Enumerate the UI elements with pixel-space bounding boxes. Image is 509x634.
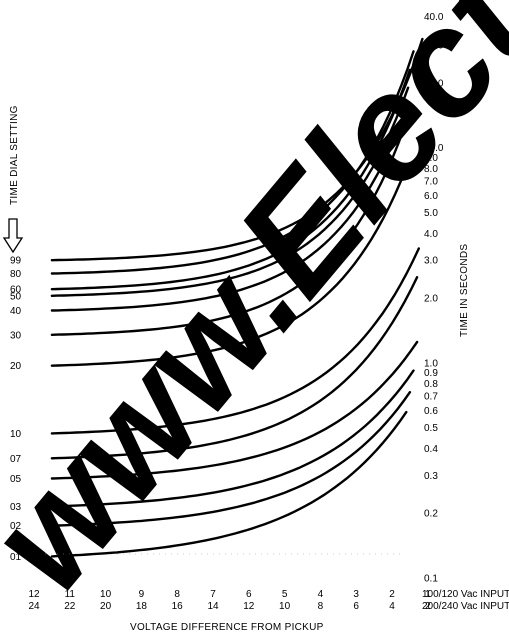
x-tick-label: 5 bbox=[282, 589, 288, 600]
y-tick-label: 1.0 bbox=[424, 358, 438, 369]
dial-curve-20 bbox=[50, 179, 403, 367]
dial-label-07: 07 bbox=[10, 454, 22, 465]
dial-curve-02 bbox=[50, 391, 412, 527]
dial-label-03: 03 bbox=[10, 502, 22, 513]
y-axis-title: TIME IN SECONDS bbox=[459, 244, 470, 337]
y-tick-label: 10.0 bbox=[424, 143, 444, 154]
dial-curve-50 bbox=[50, 86, 410, 297]
x-tick-label: 12 bbox=[243, 601, 255, 612]
x-axis-title: VOLTAGE DIFFERENCE FROM PICKUP bbox=[130, 622, 324, 633]
dial-setting-label-group: TIME DIAL SETTING bbox=[2, 105, 24, 254]
x-tick-label: 4 bbox=[318, 589, 324, 600]
x-tick-label: 8 bbox=[318, 601, 324, 612]
x-tick-label: 4 bbox=[389, 601, 395, 612]
x-tick-label: 2 bbox=[425, 601, 431, 612]
y-tick-label: 0.9 bbox=[424, 368, 438, 379]
y-tick-label: 0.4 bbox=[424, 444, 438, 455]
dial-curve-80 bbox=[50, 50, 415, 275]
dial-curve-05 bbox=[50, 340, 419, 480]
y-tick-label: 7.0 bbox=[424, 177, 438, 188]
x-tick-label: 20 bbox=[100, 601, 112, 612]
x-tick-label: 10 bbox=[279, 601, 291, 612]
dial-curve-30 bbox=[50, 125, 406, 336]
dial-label-60: 60 bbox=[10, 285, 22, 296]
x-tick-label: 16 bbox=[172, 601, 184, 612]
dial-label-40: 40 bbox=[10, 306, 22, 317]
x-tick-label: 2 bbox=[389, 589, 395, 600]
x-tick-label: 18 bbox=[136, 601, 148, 612]
y-tick-label: 0.2 bbox=[424, 509, 438, 520]
down-arrow-icon bbox=[2, 218, 24, 254]
dial-curve-10 bbox=[50, 247, 420, 435]
y-tick-label: 4.0 bbox=[424, 229, 438, 240]
dial-label-02: 02 bbox=[10, 521, 22, 532]
x-tick-label: 12 bbox=[28, 589, 40, 600]
y-tick-label: 0.1 bbox=[424, 574, 438, 585]
x-row-label: 200/240 Vac INPUT bbox=[422, 601, 509, 612]
x-tick-label: 11 bbox=[65, 589, 76, 600]
y-tick-label: 0.3 bbox=[424, 471, 438, 482]
dial-label-30: 30 bbox=[10, 330, 22, 341]
x-tick-label: 14 bbox=[207, 601, 219, 612]
y-tick-label: 0.5 bbox=[424, 423, 438, 434]
dial-label-10: 10 bbox=[10, 429, 22, 440]
x-tick-label: 9 bbox=[139, 589, 145, 600]
curves bbox=[50, 37, 424, 558]
dial-label-99: 99 bbox=[10, 256, 22, 267]
dial-curve-01 bbox=[50, 410, 408, 558]
y-tick-label: 3.0 bbox=[424, 256, 438, 267]
dial-label-50: 50 bbox=[10, 291, 22, 302]
dial-label-80: 80 bbox=[10, 269, 22, 280]
x-tick-label: 8 bbox=[174, 589, 180, 600]
dial-label-05: 05 bbox=[10, 474, 22, 485]
y-tick-label: 0.6 bbox=[424, 406, 438, 417]
x-tick-label: 3 bbox=[353, 589, 359, 600]
y-tick-label: 2.0 bbox=[424, 294, 438, 305]
y-tick-label: 20.0 bbox=[424, 78, 444, 89]
x-tick-label: 6 bbox=[353, 601, 359, 612]
y-tick-label: 30.0 bbox=[424, 41, 444, 52]
dial-label-01: 01 bbox=[10, 552, 22, 563]
y-tick-labels: 40.0 30.0 20.0 10.09.08.0 7.0 6.0 5.0 4.0 3.0 2.0… bbox=[424, 12, 444, 585]
x-tick-label: 24 bbox=[28, 601, 40, 612]
x-tick-label: 7 bbox=[210, 589, 216, 600]
dial-label-20: 20 bbox=[10, 361, 22, 372]
y-tick-label: 0.8 bbox=[424, 379, 438, 390]
y-tick-label: 6.0 bbox=[424, 191, 438, 202]
x-tick-label: 1 bbox=[425, 589, 431, 600]
y-tick-label: 40.0 bbox=[424, 12, 444, 23]
dial-curve-03 bbox=[50, 369, 415, 508]
y-tick-label: 5.0 bbox=[424, 208, 438, 219]
x-tick-label: 10 bbox=[100, 589, 112, 600]
y-tick-label: 8.0 bbox=[424, 164, 438, 175]
dial-curve-07 bbox=[50, 276, 419, 460]
dial-curve-60 bbox=[50, 68, 412, 291]
dial-setting-label: TIME DIAL SETTING bbox=[9, 105, 20, 205]
dial-curve-40 bbox=[50, 108, 408, 312]
x-tick-label: 22 bbox=[64, 601, 76, 612]
x-row-label: 100/120 Vac INPUT bbox=[422, 589, 509, 600]
y-tick-label: 9.0 bbox=[424, 153, 438, 164]
x-tick-label: 6 bbox=[246, 589, 252, 600]
y-tick-label: 0.7 bbox=[424, 392, 438, 403]
